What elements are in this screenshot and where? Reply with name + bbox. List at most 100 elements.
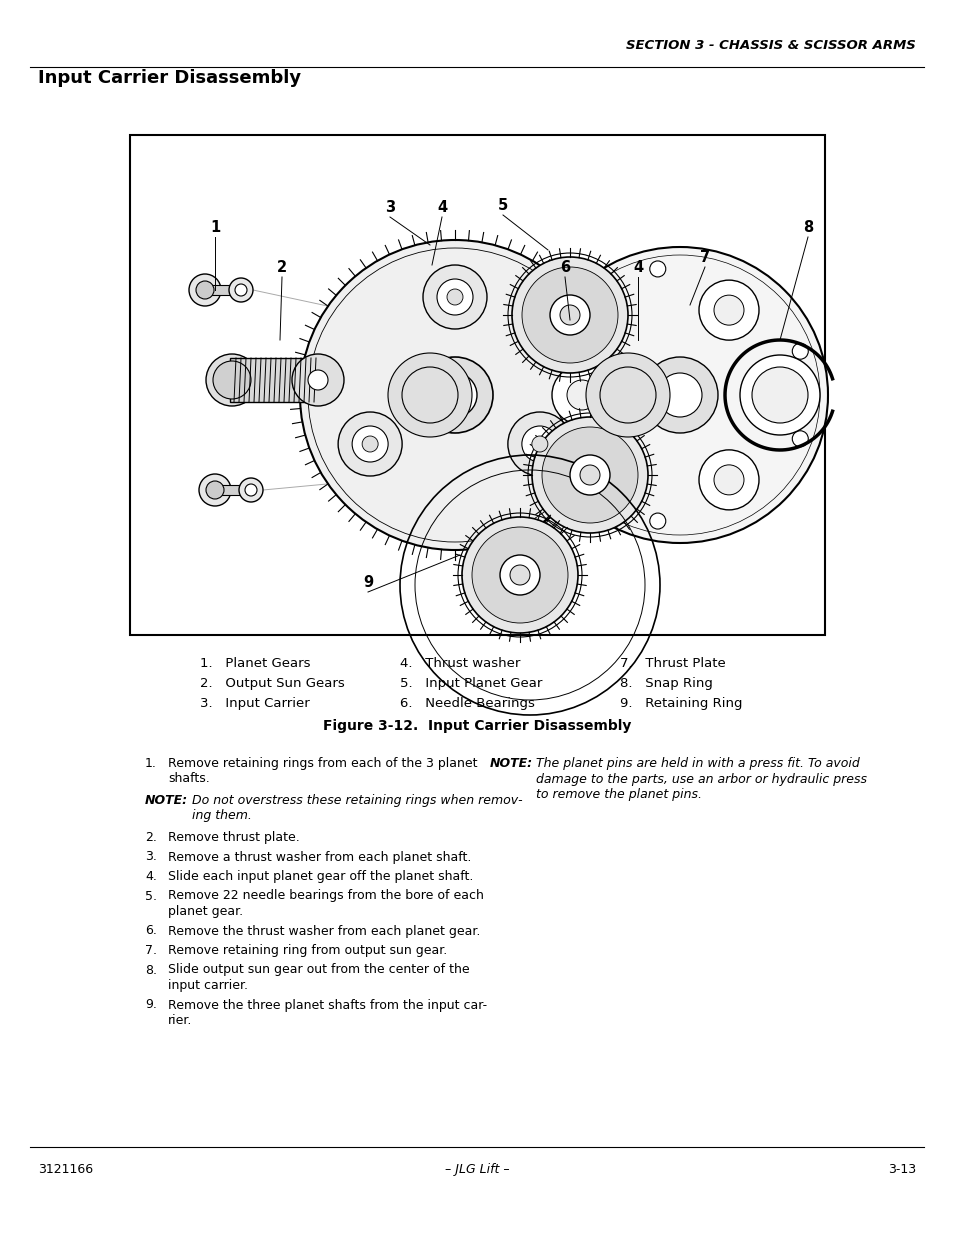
Bar [205, 285, 240, 295]
Text: Input Carrier Disassembly: Input Carrier Disassembly [38, 69, 301, 86]
Text: 8: 8 [802, 220, 812, 235]
Text: Remove retaining ring from output sun gear.: Remove retaining ring from output sun ge… [168, 944, 447, 957]
Text: 1.: 1. [145, 757, 156, 769]
Circle shape [713, 295, 743, 325]
Circle shape [499, 555, 539, 595]
Circle shape [699, 280, 759, 340]
Text: 9: 9 [362, 576, 373, 590]
Circle shape [206, 480, 224, 499]
Circle shape [574, 469, 589, 485]
Text: Do not overstress these retaining rings when remov-: Do not overstress these retaining rings … [192, 794, 522, 806]
Text: – JLG Lift –: – JLG Lift – [444, 1163, 509, 1176]
Text: Slide each input planet gear off the planet shaft.: Slide each input planet gear off the pla… [168, 869, 473, 883]
Text: 3.: 3. [145, 851, 156, 863]
Text: Slide output sun gear out from the center of the: Slide output sun gear out from the cente… [168, 963, 469, 977]
Text: 3121166: 3121166 [38, 1163, 93, 1176]
Text: 7: 7 [700, 249, 709, 266]
Circle shape [649, 261, 665, 277]
Text: ing them.: ing them. [192, 809, 252, 823]
Circle shape [292, 354, 344, 406]
Circle shape [299, 240, 609, 550]
Circle shape [574, 305, 589, 321]
Circle shape [195, 282, 213, 299]
Text: Remove a thrust washer from each planet shaft.: Remove a thrust washer from each planet … [168, 851, 471, 863]
Circle shape [433, 373, 476, 417]
Text: 9.   Retaining Ring: 9. Retaining Ring [619, 697, 741, 710]
Circle shape [362, 436, 377, 452]
Text: 4: 4 [436, 200, 447, 215]
Text: 4: 4 [632, 261, 642, 275]
Circle shape [461, 517, 578, 634]
Circle shape [532, 436, 547, 452]
Text: Remove retaining rings from each of the 3 planet: Remove retaining rings from each of the … [168, 757, 477, 769]
Text: to remove the planet pins.: to remove the planet pins. [536, 788, 701, 802]
Text: 2.   Output Sun Gears: 2. Output Sun Gears [200, 677, 344, 690]
Text: NOTE:: NOTE: [490, 757, 533, 769]
Text: 7.: 7. [145, 944, 157, 957]
Circle shape [189, 274, 221, 306]
Circle shape [658, 373, 701, 417]
Text: NOTE:: NOTE: [145, 794, 188, 806]
Text: shafts.: shafts. [168, 773, 210, 785]
Text: 5: 5 [497, 198, 508, 212]
Text: Remove 22 needle bearings from the bore of each: Remove 22 needle bearings from the bore … [168, 889, 483, 903]
Circle shape [521, 426, 558, 462]
Circle shape [239, 478, 263, 501]
Text: rier.: rier. [168, 1014, 193, 1028]
Text: 4.: 4. [145, 869, 156, 883]
Circle shape [599, 367, 656, 424]
Circle shape [532, 417, 647, 534]
Circle shape [751, 367, 807, 424]
Circle shape [206, 354, 257, 406]
Circle shape [337, 412, 402, 475]
Circle shape [416, 357, 493, 433]
Text: Remove the three planet shafts from the input car-: Remove the three planet shafts from the … [168, 999, 487, 1011]
Circle shape [641, 357, 718, 433]
Text: 1.   Planet Gears: 1. Planet Gears [200, 657, 310, 671]
Circle shape [791, 431, 807, 447]
Text: 2: 2 [276, 261, 287, 275]
Circle shape [510, 564, 530, 585]
Text: 5.: 5. [145, 889, 157, 903]
Text: The planet pins are held in with a press fit. To avoid: The planet pins are held in with a press… [536, 757, 859, 769]
Circle shape [532, 247, 827, 543]
Text: 3.   Input Carrier: 3. Input Carrier [200, 697, 310, 710]
Circle shape [507, 412, 571, 475]
Text: 8.   Snap Ring: 8. Snap Ring [619, 677, 712, 690]
Circle shape [352, 426, 388, 462]
Circle shape [552, 366, 612, 425]
Circle shape [308, 370, 328, 390]
Circle shape [740, 354, 820, 435]
Text: 1: 1 [210, 220, 220, 235]
Text: 6: 6 [559, 261, 570, 275]
Text: 3-13: 3-13 [887, 1163, 915, 1176]
Circle shape [649, 513, 665, 529]
Circle shape [550, 295, 589, 335]
Circle shape [566, 380, 597, 410]
Circle shape [472, 527, 567, 622]
Circle shape [521, 267, 618, 363]
Text: damage to the parts, use an arbor or hydraulic press: damage to the parts, use an arbor or hyd… [536, 773, 866, 785]
Circle shape [791, 343, 807, 359]
Text: 3: 3 [384, 200, 395, 215]
Circle shape [559, 305, 579, 325]
Text: Figure 3-12.  Input Carrier Disassembly: Figure 3-12. Input Carrier Disassembly [322, 719, 631, 734]
Text: planet gear.: planet gear. [168, 905, 243, 918]
Bar [230, 358, 319, 403]
Text: SECTION 3 - CHASSIS & SCISSOR ARMS: SECTION 3 - CHASSIS & SCISSOR ARMS [625, 40, 915, 52]
Circle shape [541, 427, 638, 522]
Circle shape [447, 289, 462, 305]
Bar [214, 485, 250, 495]
Text: 4.   Thrust washer: 4. Thrust washer [399, 657, 519, 671]
Circle shape [401, 367, 457, 424]
Circle shape [245, 484, 256, 496]
Text: 6.   Needle Bearings: 6. Needle Bearings [399, 697, 535, 710]
Text: 7.   Thrust Plate: 7. Thrust Plate [619, 657, 725, 671]
Circle shape [436, 279, 473, 315]
Circle shape [422, 266, 486, 329]
Text: Remove thrust plate.: Remove thrust plate. [168, 831, 299, 844]
Circle shape [699, 450, 759, 510]
Bar [130, 135, 824, 635]
Text: 5.   Input Planet Gear: 5. Input Planet Gear [399, 677, 542, 690]
Circle shape [388, 353, 472, 437]
